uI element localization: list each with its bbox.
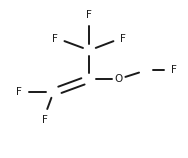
Text: F: F [120,34,126,44]
Text: F: F [16,87,22,97]
Text: F: F [171,65,177,76]
Text: F: F [42,115,48,125]
Text: O: O [115,74,123,84]
Text: F: F [86,10,92,20]
Text: F: F [52,34,58,44]
